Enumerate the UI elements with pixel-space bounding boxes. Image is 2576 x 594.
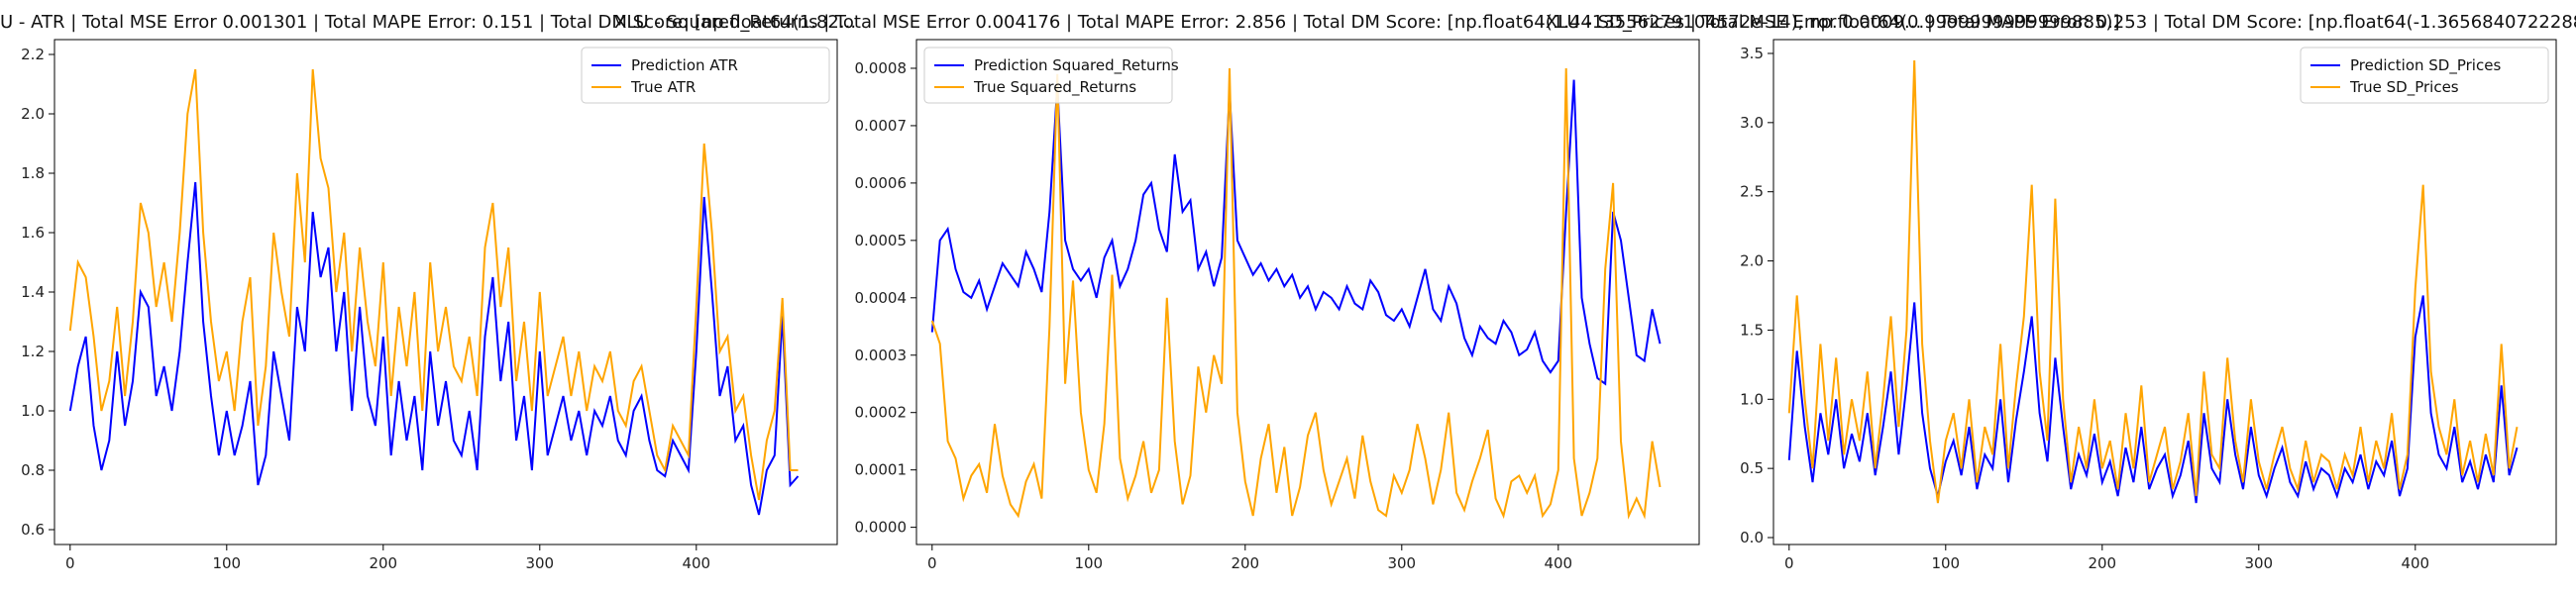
x-tick-label: 0 [65, 554, 75, 572]
y-tick-label: 2.0 [21, 105, 45, 123]
x-tick-label: 300 [525, 554, 554, 572]
series-line-true-atr [68, 68, 799, 501]
legend-box [923, 47, 1173, 104]
y-tick-label: 1.2 [21, 343, 45, 360]
x-tick-label: 0 [1784, 554, 1794, 572]
chart-panel-atr: 0 100 200 300 400 0.6 0.8 1.0 1.2 1.4 1.6 1.8 2.0 2.2… [21, 39, 838, 572]
x-tick-label: 300 [2244, 554, 2273, 572]
y-tick-label: 0.0000 [855, 519, 908, 537]
y-tick-label: 1.6 [21, 224, 45, 242]
x-tick-label: 400 [2401, 554, 2429, 572]
y-tick-label: 3.0 [1740, 114, 1764, 132]
plot-area [54, 39, 838, 545]
x-tick-label: 100 [1931, 554, 1960, 572]
x-tick-label: 100 [212, 554, 241, 572]
plot-area [1772, 39, 2557, 545]
plot-area [915, 39, 1700, 545]
y-tick-label: 0.0005 [855, 232, 908, 249]
y-tick-label: 1.0 [1740, 390, 1764, 408]
title-2: XLU - Squared_Returns | Total MSE Error … [614, 12, 2119, 33]
legend-box [581, 47, 830, 104]
x-tick-label: 0 [927, 554, 937, 572]
y-tick-label: 0.0002 [855, 404, 908, 422]
y-tick-label: 2.5 [1740, 183, 1764, 201]
y-tick-label: 0.0007 [855, 117, 908, 135]
legend-label: Prediction Squared_Returns [974, 56, 1179, 75]
y-tick-label: 0.6 [21, 521, 45, 539]
y-tick-label: 0.0 [1740, 529, 1764, 546]
y-tick-label: 1.0 [21, 402, 45, 420]
y-tick-label: 2.2 [21, 46, 45, 63]
x-tick-label: 200 [2088, 554, 2116, 572]
legend-box [2300, 47, 2549, 104]
legend-label: True Squared_Returns [973, 78, 1136, 97]
x-tick-label: 200 [1231, 554, 1259, 572]
y-tick-label: 0.0004 [855, 289, 908, 307]
legend-label: Prediction ATR [631, 56, 738, 74]
y-tick-label: 0.5 [1740, 459, 1764, 477]
chart-panel-squared-returns: 0 100 200 300 400 0.0000 0.0001 0.0002 0.0003 0.0… [855, 39, 1700, 572]
series-line-true-squared-returns [930, 67, 1662, 520]
x-tick-label: 400 [1544, 554, 1572, 572]
series-line-prediction-sd-prices [1787, 295, 2519, 504]
series-line-prediction-squared-returns [930, 79, 1662, 386]
chart-panel-sd-prices: 0 100 200 300 400 0.0 0.5 1.0 1.5 2.0 2.5 3.0 3.5 Pre… [1740, 39, 2557, 572]
y-tick-label: 0.0006 [855, 174, 908, 192]
y-tick-label: 1.8 [21, 164, 45, 182]
y-tick-label: 3.5 [1740, 45, 1764, 62]
series-line-prediction-atr [68, 181, 800, 516]
y-tick-label: 0.8 [21, 461, 45, 479]
series-line-true-sd-prices [1787, 59, 2519, 504]
x-tick-label: 300 [1387, 554, 1416, 572]
y-tick-label: 1.4 [21, 283, 45, 301]
legend-label: True ATR [630, 78, 696, 96]
y-tick-label: 2.0 [1740, 252, 1764, 270]
y-tick-label: 1.5 [1740, 321, 1764, 339]
title-1: U - ATR | Total MSE Error 0.001301 | Tot… [0, 12, 856, 33]
legend-label: Prediction SD_Prices [2350, 56, 2501, 75]
legend: Prediction Squared_Returns True Squared_R… [923, 47, 1179, 104]
legend-label: True SD_Prices [2349, 78, 2459, 97]
legend: Prediction SD_Prices True SD_Prices [2300, 47, 2549, 104]
y-tick-label: 0.0001 [855, 461, 908, 479]
legend: Prediction ATR True ATR [581, 47, 830, 104]
y-tick-label: 0.0008 [855, 59, 908, 77]
x-tick-label: 100 [1074, 554, 1103, 572]
title-3: XLU - SD_Prices | Total MSE Error 0.0009… [1546, 12, 2576, 33]
y-tick-label: 0.0003 [855, 346, 908, 364]
x-tick-label: 400 [682, 554, 710, 572]
x-tick-label: 200 [369, 554, 397, 572]
